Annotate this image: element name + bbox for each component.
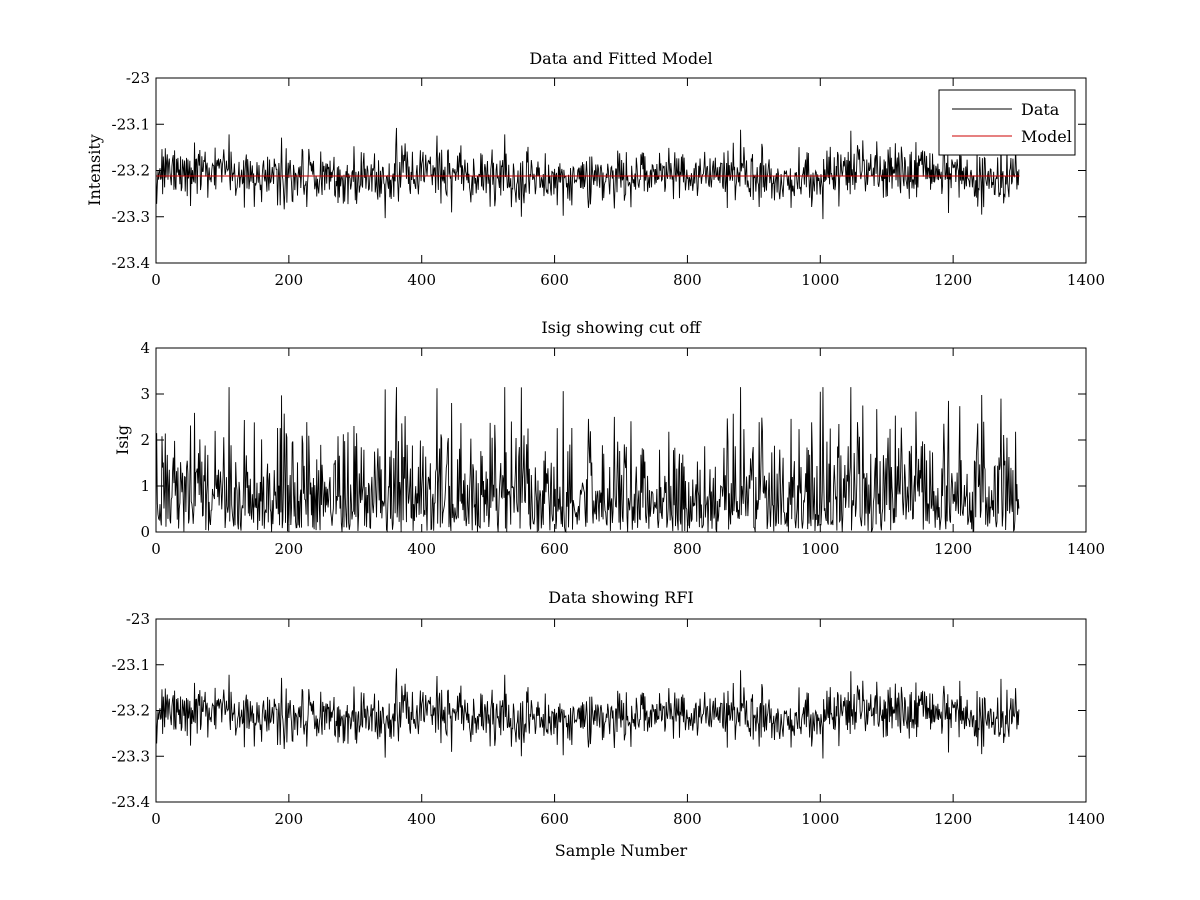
chart-title-2: Isig showing cut off: [541, 318, 702, 337]
axes-box-1: [155, 77, 1087, 264]
subplot-1: 0 200 400 600 800 1000 1200 1400 -23 -23.1 -23.2 -2…: [85, 49, 1105, 289]
y-tick-label: -23: [126, 69, 150, 87]
x-tick-label: 1200: [934, 810, 972, 828]
x-tick-label: 1000: [801, 540, 839, 558]
legend-label-model: Model: [1021, 127, 1072, 146]
y-tick-label: 1: [140, 477, 150, 495]
x-tick-label: 0: [151, 810, 161, 828]
x-tick-label: 1000: [801, 810, 839, 828]
x-tick-label: 200: [275, 271, 304, 289]
series-group-1: [155, 127, 1020, 220]
legend-box: [938, 89, 1076, 156]
y-tick-label: 0: [140, 523, 150, 541]
x-tick-label: 200: [275, 810, 304, 828]
x-tick-label: 800: [673, 540, 702, 558]
x-tick-label: 800: [673, 271, 702, 289]
y-tick-label: -23.1: [112, 115, 150, 133]
x-tick-label: 1400: [1067, 810, 1105, 828]
chart-title-3: Data showing RFI: [548, 588, 693, 607]
x-tick-label: 600: [540, 271, 569, 289]
ticks-3: 0 200 400 600 800 1000 1200 1400 -23 -23.1 -23.2 -2…: [112, 610, 1106, 828]
subplot-2: 0 200 400 600 800 1000 1200 1400 0 1 2 3 4 Isig show…: [113, 318, 1105, 558]
x-tick-label: 200: [275, 540, 304, 558]
series-group-3: [155, 668, 1020, 759]
chart-title-1: Data and Fitted Model: [529, 49, 712, 68]
y-tick-label: -23.3: [112, 747, 150, 765]
y-axis-label-1: Intensity: [85, 134, 104, 206]
axes-box-2: [155, 347, 1087, 533]
y-tick-label: 3: [140, 385, 150, 403]
x-tick-label: 0: [151, 271, 161, 289]
y-tick-label: -23.2: [112, 162, 150, 180]
legend: Data Model: [938, 89, 1076, 156]
y-tick-label: -23.4: [112, 254, 150, 272]
ticks-1: 0 200 400 600 800 1000 1200 1400 -23 -23.1 -23.2 -2…: [112, 69, 1106, 289]
series-group-2: [155, 387, 1020, 533]
x-tick-label: 0: [151, 540, 161, 558]
y-tick-label: -23: [126, 610, 150, 628]
x-tick-label: 400: [407, 271, 436, 289]
x-axis-label-3: Sample Number: [555, 841, 688, 860]
y-tick-label: -23.4: [112, 793, 150, 811]
x-tick-label: 400: [407, 540, 436, 558]
legend-label-data: Data: [1021, 100, 1060, 119]
y-tick-label: -23.3: [112, 208, 150, 226]
series-isig-line: [155, 387, 1020, 533]
y-axis-label-2: Isig: [113, 425, 132, 455]
x-tick-label: 1200: [934, 271, 972, 289]
y-tick-label: -23.1: [112, 656, 150, 674]
x-tick-label: 400: [407, 810, 436, 828]
ticks-2: 0 200 400 600 800 1000 1200 1400 0 1 2 3 4: [140, 339, 1105, 558]
y-tick-label: 4: [140, 339, 150, 357]
y-tick-label: -23.2: [112, 702, 150, 720]
x-tick-label: 800: [673, 810, 702, 828]
x-tick-label: 600: [540, 540, 569, 558]
series-rfi-data-line: [155, 668, 1020, 759]
axes-box-3: [155, 618, 1087, 803]
x-tick-label: 1400: [1067, 271, 1105, 289]
x-tick-label: 1400: [1067, 540, 1105, 558]
x-tick-label: 600: [540, 810, 569, 828]
y-tick-label: 2: [140, 431, 150, 449]
x-tick-label: 1200: [934, 540, 972, 558]
series-data-line: [155, 127, 1020, 220]
x-tick-label: 1000: [801, 271, 839, 289]
subplot-3: 0 200 400 600 800 1000 1200 1400 -23 -23.1 -23.2 -2…: [112, 588, 1106, 860]
